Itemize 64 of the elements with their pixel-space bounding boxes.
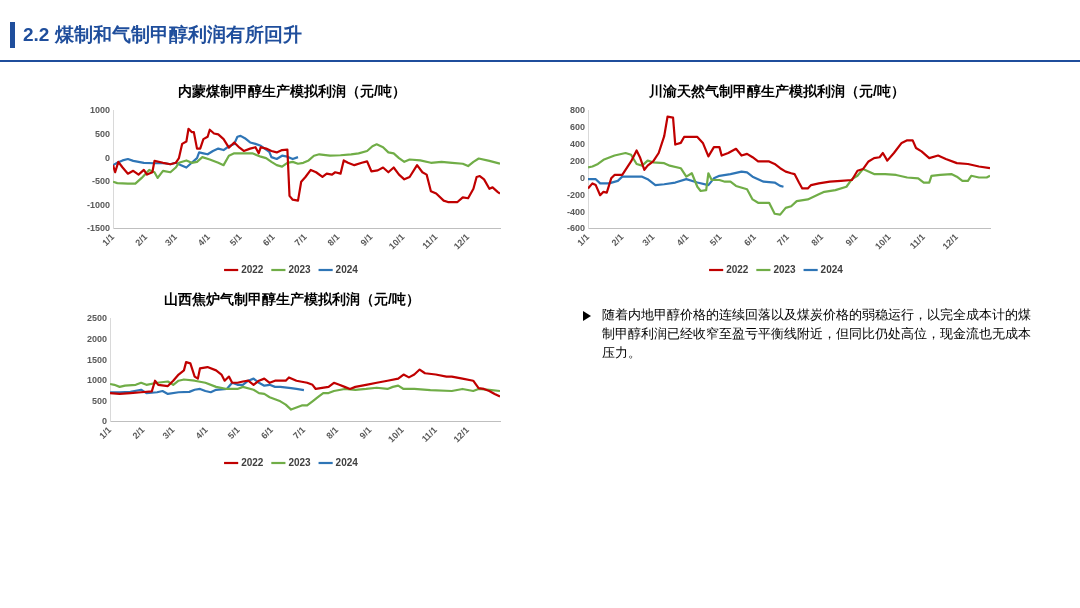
x-tick-label: 7/1 [775,231,792,248]
x-tick-label: 2/1 [130,424,147,441]
x-tick-label: 4/1 [195,231,212,248]
legend-label: 2022 [726,263,749,275]
x-tick-label: 5/1 [225,424,242,441]
x-tick-label: 2/1 [133,231,150,248]
x-tick-label: 11/1 [419,424,439,445]
y-tick-label: -500 [92,176,111,187]
x-tick-label: 11/1 [907,231,927,252]
legend-label: 2023 [288,456,312,468]
y-tick-label: 0 [102,416,108,427]
chart-title: 川渝天然气制甲醇生产模拟利润（元/吨） [648,83,905,100]
y-tick-label: 1000 [89,105,111,116]
x-tick-label: 1/1 [97,424,114,441]
x-tick-label: 4/1 [193,424,210,441]
x-tick-label: 6/1 [259,424,275,441]
text: 2.2 煤制和气制甲醇利润有所回升 [10,22,302,48]
text: 随着内地甲醇价格的连续回落以及煤炭价格的弱稳运行，以完全成本计的煤制甲醇利润已经收窄至盈亏平衡线附近，但同比仍处高位，现金流也无成本压力。 [602,307,1032,362]
y-tick-label: 500 [94,128,111,139]
y-tick-label: 0 [580,172,586,183]
y-tick-label: 600 [569,122,586,133]
y-tick-label: -200 [567,189,586,200]
x-tick-label: 8/1 [325,231,342,248]
y-tick-label: 400 [569,139,586,150]
x-tick-label: 2/1 [609,231,626,248]
legend-label: 2024 [335,263,359,275]
legend-label: 2024 [820,263,844,275]
x-tick-label: 1/1 [575,231,592,248]
legend-label: 2022 [241,263,264,275]
y-tick-label: 200 [569,155,586,166]
chart-title: 山西焦炉气制甲醇生产模拟利润（元/吨） [164,291,420,308]
x-tick-label: 4/1 [674,231,691,248]
x-tick-label: 8/1 [809,231,826,248]
y-tick-label: 1500 [86,354,108,365]
x-tick-label: 6/1 [742,231,758,248]
x-tick-label: 3/1 [640,231,657,248]
x-tick-label: 8/1 [324,424,341,441]
x-tick-label: 11/1 [420,231,440,252]
y-tick-label: 0 [105,152,111,163]
x-tick-label: 3/1 [162,231,179,248]
x-tick-label: 9/1 [843,231,860,248]
y-tick-label: 2000 [86,333,108,344]
y-tick-label: 800 [569,105,586,116]
y-tick-label: 1000 [86,375,108,386]
x-tick-label: 7/1 [292,231,309,248]
legend-label: 2024 [335,456,359,468]
legend-label: 2023 [288,263,312,275]
legend-label: 2022 [241,456,264,468]
y-tick-label: -1500 [86,223,111,234]
x-tick-label: 7/1 [291,424,308,441]
y-tick-label: 2500 [86,313,108,324]
y-tick-label: 500 [91,395,108,406]
x-tick-label: 3/1 [160,424,177,441]
x-tick-label: 9/1 [358,231,375,248]
x-tick-label: 6/1 [260,231,277,248]
y-tick-label: -400 [567,206,586,217]
x-tick-label: 5/1 [227,231,244,248]
x-tick-label: 9/1 [357,424,374,441]
legend-label: 2023 [773,263,797,275]
chart-title: 内蒙煤制甲醇生产模拟利润（元/吨） [178,83,406,100]
x-tick-label: 5/1 [707,231,724,248]
y-tick-label: -600 [567,223,586,234]
y-tick-label: -1000 [86,199,111,210]
x-tick-label: 1/1 [100,231,117,248]
